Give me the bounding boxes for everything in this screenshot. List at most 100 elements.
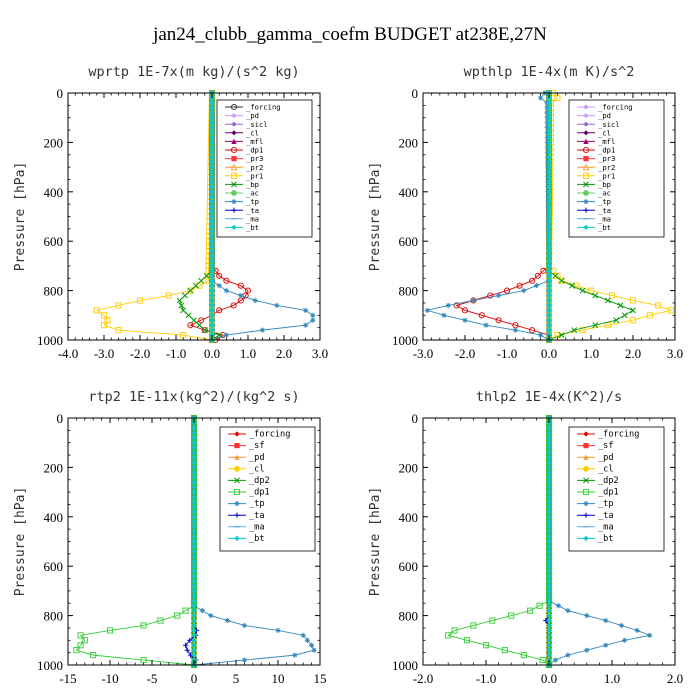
data-point [252, 297, 258, 304]
data-point [546, 208, 552, 215]
data-point [546, 164, 552, 170]
data-point [237, 282, 244, 289]
legend-label: _sicl [246, 120, 268, 129]
legend-item: _forcing [225, 103, 281, 112]
data-point [209, 169, 215, 175]
data-point [424, 307, 430, 313]
data-point [546, 583, 552, 589]
legend-item: _pd [228, 453, 265, 463]
data-point [209, 258, 215, 264]
legend-label: _ta [246, 206, 259, 215]
data-point [546, 484, 552, 490]
data-point [587, 287, 595, 294]
data-point [191, 538, 197, 545]
panels: wprtp 1E-7x(m kg)/(s^2 kg) Pressure [hPa]… [13, 64, 683, 686]
legend-label: _cl [246, 128, 259, 137]
legend-item: _sf [577, 441, 614, 451]
data-point [608, 292, 616, 299]
data-point [106, 627, 114, 634]
data-point [209, 263, 215, 269]
legend-label: _ac [598, 189, 611, 198]
data-point [209, 154, 215, 160]
panel-title: rtp2 1E-11x(kg^2)/(kg^2 s) [88, 389, 299, 405]
legend-label: _pr2 [246, 163, 263, 172]
data-point [569, 282, 576, 289]
data-point [546, 573, 552, 579]
data-point [546, 189, 552, 195]
x-tick-label: -2.0 [455, 346, 476, 361]
legend-item: _bt [577, 223, 611, 232]
data-point [191, 464, 197, 470]
data-point [191, 440, 197, 446]
data-point [209, 297, 215, 304]
data-point [191, 593, 197, 599]
data-point [191, 632, 197, 638]
figure-title: jan24_clubb_gamma_coefm BUDGET at238E,27… [152, 24, 547, 45]
legend-label: _bp [246, 180, 259, 189]
data-point [191, 430, 197, 436]
legend-item: _dp1 [225, 146, 263, 155]
data-point [546, 538, 552, 545]
data-point [209, 218, 215, 225]
data-point [191, 642, 197, 648]
legend-marker [231, 113, 237, 119]
data-point [546, 288, 552, 294]
x-tick-label: -1.0 [476, 671, 497, 686]
legend-marker [583, 443, 589, 449]
data-point [546, 273, 552, 279]
legend: _forcing_pd_sicl_cl_mfl_dp1_pr3_pr2_pr1_… [216, 99, 313, 238]
legend-marker [234, 512, 240, 518]
data-point [241, 657, 247, 663]
legend-marker [582, 163, 590, 171]
data-point [209, 292, 215, 299]
legend-marker [583, 512, 589, 518]
data-point [187, 287, 194, 294]
data-point [516, 282, 523, 289]
legend-marker [231, 190, 237, 196]
legend-marker [234, 501, 240, 507]
data-point [209, 228, 215, 234]
y-tick-label: 0 [57, 411, 64, 426]
data-point [546, 213, 552, 220]
data-point [192, 282, 199, 289]
data-point [546, 110, 552, 116]
data-point [209, 283, 215, 289]
data-point [191, 647, 197, 653]
data-point [546, 598, 552, 604]
data-point [209, 233, 215, 239]
data-point [77, 632, 84, 639]
series-dp1 [73, 414, 198, 669]
data-point [209, 278, 215, 284]
legend-marker [234, 535, 240, 541]
legend-label: _pd [598, 453, 614, 463]
data-point [546, 627, 552, 634]
panel-title: wpthlp 1E-4x(m K)/s^2 [464, 64, 635, 80]
data-point [191, 449, 197, 456]
data-point [546, 489, 552, 495]
data-point [546, 608, 552, 614]
chart-panel-1: wprtp 1E-7x(m kg)/(s^2 kg) Pressure [hPa]… [13, 64, 328, 361]
data-point [191, 652, 197, 658]
data-point [191, 425, 197, 431]
legend-marker [234, 477, 240, 484]
data-point [191, 519, 197, 525]
legend-marker [583, 224, 589, 230]
series-line [548, 418, 652, 666]
x-tick-label: 2.0 [667, 671, 683, 686]
data-point [546, 263, 552, 269]
data-point [191, 543, 197, 550]
legend-item: _dp1 [577, 488, 619, 498]
data-point [191, 603, 197, 609]
legend-label: _cl [598, 128, 611, 137]
data-point [183, 642, 189, 648]
legend-marker [234, 465, 240, 472]
data-point [546, 459, 552, 466]
x-tick-label: 2.0 [625, 346, 641, 361]
data-point [191, 598, 197, 604]
data-point [209, 124, 215, 131]
legend-item: _pr3 [577, 154, 615, 163]
data-point [303, 322, 309, 328]
data-point [209, 100, 215, 106]
data-point [546, 642, 552, 648]
